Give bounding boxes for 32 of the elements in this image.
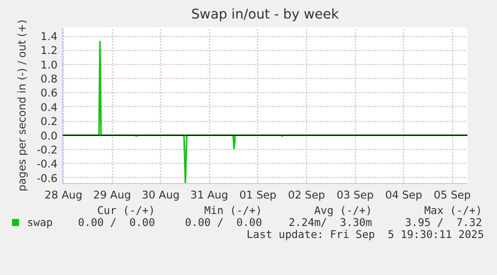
- text: Min (-/+): [203, 204, 262, 217]
- text: 0.00 / 0.00: [184, 216, 262, 229]
- legend-label: swap: [27, 216, 54, 229]
- y-tick-label: 0.8: [40, 72, 58, 86]
- y-tick-label: 1.4: [40, 30, 58, 44]
- chart-title: Swap in/out - by week: [191, 8, 340, 22]
- y-tick-label: 1.2: [40, 44, 58, 58]
- y-tick-label: 0.2: [40, 115, 58, 128]
- y-axis-title: pages per second in (-) / out (+): [16, 20, 29, 192]
- y-tick-label: 1.0: [40, 58, 58, 72]
- y-tick-label: 0.0: [40, 129, 58, 142]
- x-tick-label: 04 Sep: [385, 188, 422, 202]
- x-tick-label: 28 Aug: [44, 188, 82, 202]
- text: Last update: Fri Sep 5 19:30:11 2025: [246, 228, 484, 241]
- text: 2.24m/ 3.30m: [288, 216, 372, 229]
- x-tick-label: 30 Aug: [142, 188, 180, 202]
- y-tick-label: 0.4: [40, 100, 58, 114]
- x-tick-label: 05 Sep: [434, 188, 472, 202]
- text: Avg (-/+): [313, 204, 372, 217]
- y-tick-label: 0.6: [40, 86, 58, 100]
- x-tick-label: 29 Aug: [93, 188, 131, 202]
- text: 0.00 / 0.00: [77, 216, 155, 229]
- y-tick-label: -0.2: [36, 143, 58, 156]
- text: Max (-/+): [423, 204, 482, 217]
- x-tick-label: 31 Aug: [190, 188, 228, 202]
- y-tick-label: -0.6: [36, 172, 58, 185]
- y-tick-label: -0.4: [36, 158, 58, 171]
- x-tick-label: 01 Sep: [239, 188, 277, 202]
- text: Cur (-/+): [96, 204, 155, 217]
- text: 3.95 / 7.32: [404, 216, 482, 229]
- x-tick-label: 03 Sep: [336, 188, 374, 202]
- x-tick-label: 02 Sep: [288, 188, 326, 202]
